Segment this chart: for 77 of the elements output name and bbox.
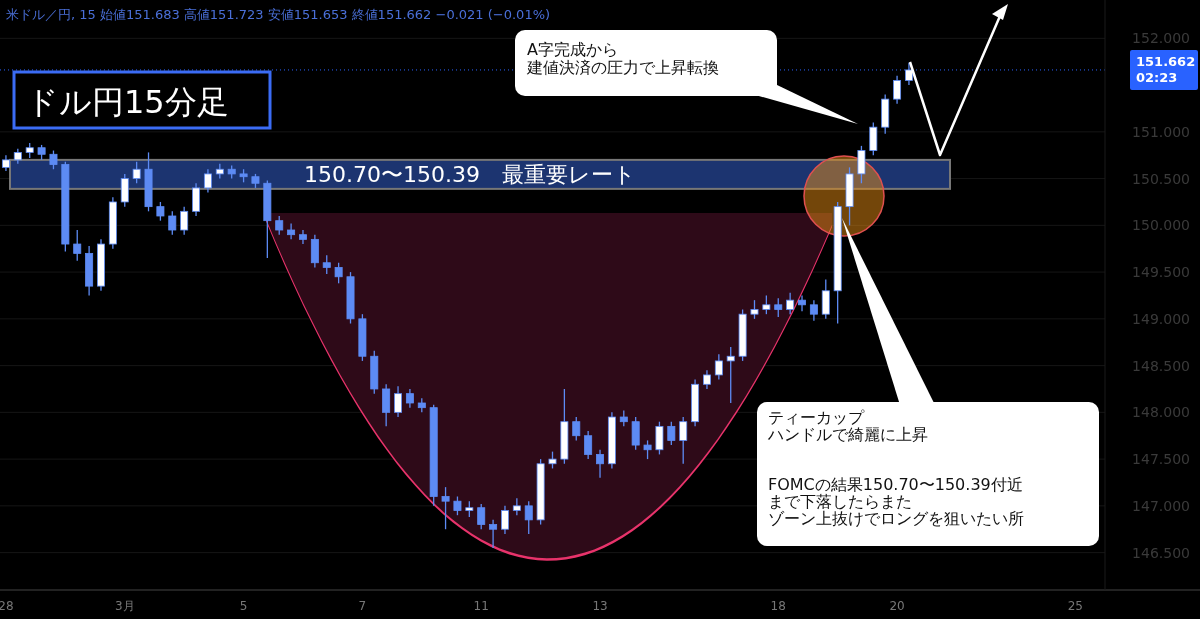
candlestick [453, 495, 462, 516]
candlestick [809, 299, 818, 322]
candlestick [667, 421, 676, 446]
annotation: ハンドルで綺麗に上昇 [767, 425, 928, 444]
candlestick [512, 497, 521, 516]
candlestick [132, 161, 141, 184]
candlestick [596, 449, 604, 479]
candlestick [287, 222, 296, 241]
candlestick [334, 262, 343, 284]
candlestick [382, 383, 391, 428]
y-tick-label: 149.000 [1132, 310, 1190, 327]
y-tick-label: 147.500 [1132, 451, 1190, 468]
y-tick-label: 150.000 [1132, 217, 1190, 234]
x-tick-label: 28 [0, 599, 14, 613]
y-tick-label: 146.500 [1132, 544, 1190, 561]
candlestick [750, 299, 759, 320]
candlestick [821, 278, 830, 320]
y-tick-label: 148.000 [1132, 404, 1190, 421]
y-tick-label: 149.500 [1132, 264, 1190, 281]
candlestick [489, 519, 498, 549]
x-tick-label: 3月 [114, 599, 135, 613]
candlestick [703, 369, 711, 390]
candlestick [524, 500, 533, 535]
annotation: 建値決済の圧力で上昇転換 [526, 58, 719, 77]
candlestick [322, 254, 331, 275]
candlestick [655, 421, 664, 456]
candlestick [786, 292, 795, 315]
candlestick [156, 201, 165, 222]
x-tick-label: 20 [889, 599, 905, 613]
annotation: A字完成から [527, 40, 618, 59]
candlestick [893, 75, 902, 105]
candlestick [869, 121, 878, 156]
candlestick [572, 416, 581, 442]
candlestick [180, 205, 189, 236]
y-tick-label: 152.000 [1132, 30, 1190, 47]
candlestick [477, 503, 486, 530]
candlestick [310, 234, 319, 269]
candlestick [405, 388, 414, 409]
annotation: ゾーン上抜けでロングを狙いたい所 [768, 509, 1024, 528]
candlestick [643, 439, 652, 460]
candlestick [584, 430, 593, 460]
annotation: ドル円15分足 [26, 83, 229, 121]
candlestick [203, 168, 212, 194]
candlestick [192, 182, 201, 217]
annotation: まで下落したらまた [768, 492, 912, 511]
y-tick-label: 150.500 [1132, 170, 1190, 187]
candlestick [394, 385, 402, 418]
x-tick-label: 18 [770, 599, 786, 613]
candlestick [120, 173, 129, 208]
candlestick [798, 294, 806, 313]
text: 米ドル／円, 15 始値151.683 高値151.723 安値151.653 終値151.662 −0.021 (−0.01%) [6, 7, 551, 22]
candlestick [857, 145, 866, 184]
candlestick [774, 297, 783, 318]
candlestick [679, 416, 688, 465]
x-tick-label: 25 [1067, 599, 1083, 613]
candlestick [631, 416, 640, 451]
candlestick [726, 346, 735, 404]
candlestick [441, 486, 450, 530]
x-tick-label: 7 [358, 599, 367, 613]
y-tick-label: 148.500 [1132, 357, 1190, 374]
candlestick [762, 294, 771, 315]
y-tick-label: 147.000 [1132, 497, 1190, 514]
candlestick [501, 505, 509, 535]
ref-line-label: 151.662 02:23 [1136, 53, 1196, 85]
x-tick-label: 5 [239, 599, 248, 613]
candlestick [275, 215, 284, 236]
y-tick-label: 151.000 [1132, 123, 1190, 140]
x-tick-label: 13 [592, 599, 608, 613]
band-label: 150.70〜150.39 最重要レート [304, 162, 636, 188]
candlestick [904, 62, 913, 86]
candlestick [73, 229, 82, 262]
candlestick [168, 210, 177, 236]
annotation: ティーカップ [768, 408, 865, 427]
candlestick [49, 149, 58, 170]
candlestick [714, 353, 723, 381]
annotation: FOMCの結果150.70〜150.39付近 [768, 475, 1023, 494]
x-tick-label: 11 [473, 599, 489, 613]
